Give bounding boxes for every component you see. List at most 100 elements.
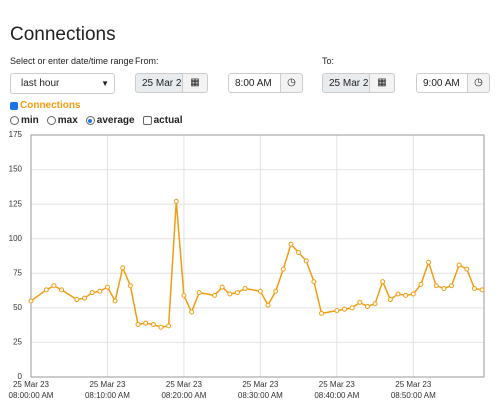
y-tick-label: 50 [13, 303, 22, 312]
from-time[interactable]: 8:00 AM [228, 73, 281, 93]
legend-label: Connections [20, 100, 81, 111]
y-tick-label: 25 [13, 338, 22, 347]
data-point [288, 241, 294, 247]
option-control [142, 116, 152, 125]
clock-button[interactable]: ◷ [467, 73, 490, 93]
data-point [296, 250, 302, 256]
data-point [257, 288, 263, 294]
chart: 0 25 50 75 100 125 150 175 25 Mar 23 08:00:00 AM 2… [9, 130, 485, 400]
data-point [341, 306, 347, 312]
x-tick-label: 25 Mar 23 [89, 380, 126, 389]
data-point [449, 283, 455, 289]
data-point [280, 266, 286, 272]
x-tick-label: 25 Mar 23 [13, 380, 50, 389]
data-point [357, 299, 363, 305]
series-toggle[interactable]: Connections [10, 100, 81, 111]
data-point [410, 291, 416, 297]
y-tick-label: 125 [9, 199, 23, 208]
data-point [150, 321, 156, 327]
to-time[interactable]: 9:00 AM [416, 73, 468, 93]
data-point [334, 308, 340, 314]
data-point [387, 297, 393, 303]
option-label: min [21, 115, 39, 126]
data-point [127, 283, 133, 289]
x-tick-label: 25 Mar 23 [395, 380, 432, 389]
option-label: actual [153, 115, 183, 126]
stat-option[interactable]: min [10, 115, 39, 126]
data-point [166, 323, 172, 329]
data-point [311, 279, 317, 285]
data-point [97, 288, 103, 294]
stat-options: min max average actual [10, 115, 183, 126]
x-tick-label: 08:10:00 AM [85, 391, 130, 400]
x-tick-label: 08:20:00 AM [161, 391, 206, 400]
data-point [104, 284, 110, 290]
option-control [85, 116, 95, 125]
range-label: Select or enter date/time range [10, 56, 134, 66]
stat-option[interactable]: average [85, 115, 135, 126]
x-tick-label: 08:50:00 AM [391, 391, 436, 400]
data-point [227, 291, 233, 297]
data-point [395, 291, 401, 297]
data-point [471, 285, 477, 291]
data-point [59, 287, 65, 293]
data-point [479, 287, 485, 293]
y-tick-label: 0 [18, 372, 23, 381]
to-date[interactable]: 25 Mar 23 [322, 73, 370, 93]
data-point [364, 303, 370, 309]
data-point [441, 285, 447, 291]
data-point [303, 258, 309, 264]
data-point [234, 290, 240, 296]
data-point [380, 279, 386, 285]
checkbox [10, 101, 18, 110]
data-point [242, 285, 248, 291]
data-point [89, 290, 95, 296]
data-point [372, 301, 378, 307]
data-point [135, 321, 141, 327]
y-tick-label: 150 [9, 165, 23, 174]
y-tick-label: 75 [13, 268, 22, 277]
data-point [173, 198, 179, 204]
clock-button[interactable]: ◷ [280, 73, 303, 93]
y-tick-label: 175 [9, 130, 23, 139]
data-point [43, 287, 49, 293]
option-control [46, 116, 56, 125]
data-point [211, 292, 217, 298]
data-point [219, 284, 225, 290]
data-point [143, 320, 149, 326]
page-title: Connections [10, 24, 116, 45]
data-point [112, 298, 118, 304]
data-point [273, 288, 279, 294]
stat-option[interactable]: actual [142, 115, 183, 126]
x-tick-label: 08:30:00 AM [238, 391, 283, 400]
plot-border [30, 134, 485, 378]
range-select[interactable]: last hour ▼ [10, 73, 115, 94]
x-tick-label: 08:40:00 AM [314, 391, 359, 400]
data-point [418, 281, 424, 287]
data-point [51, 283, 57, 289]
from-date[interactable]: 25 Mar 23 [135, 73, 183, 93]
data-point [319, 310, 325, 316]
x-tick-label: 08:00:00 AM [9, 391, 54, 400]
x-tick-label: 25 Mar 23 [242, 380, 279, 389]
data-point [426, 259, 432, 265]
data-point [181, 292, 187, 298]
data-point [349, 305, 355, 311]
data-point [196, 290, 202, 296]
calendar-button[interactable]: ▦ [369, 73, 395, 93]
stat-option[interactable]: max [46, 115, 78, 126]
data-point [433, 283, 439, 289]
data-point [189, 309, 195, 315]
data-point [82, 295, 88, 301]
data-point [456, 262, 462, 268]
data-point [120, 265, 126, 271]
calendar-button[interactable]: ▦ [182, 73, 208, 93]
dropdown-arrow: ▼ [101, 79, 109, 88]
option-label: average [96, 115, 135, 126]
range-value: last hour [21, 78, 60, 89]
from-label: From: [135, 56, 159, 66]
to-label: To: [322, 56, 335, 66]
data-point [403, 292, 409, 298]
data-point [74, 297, 80, 303]
